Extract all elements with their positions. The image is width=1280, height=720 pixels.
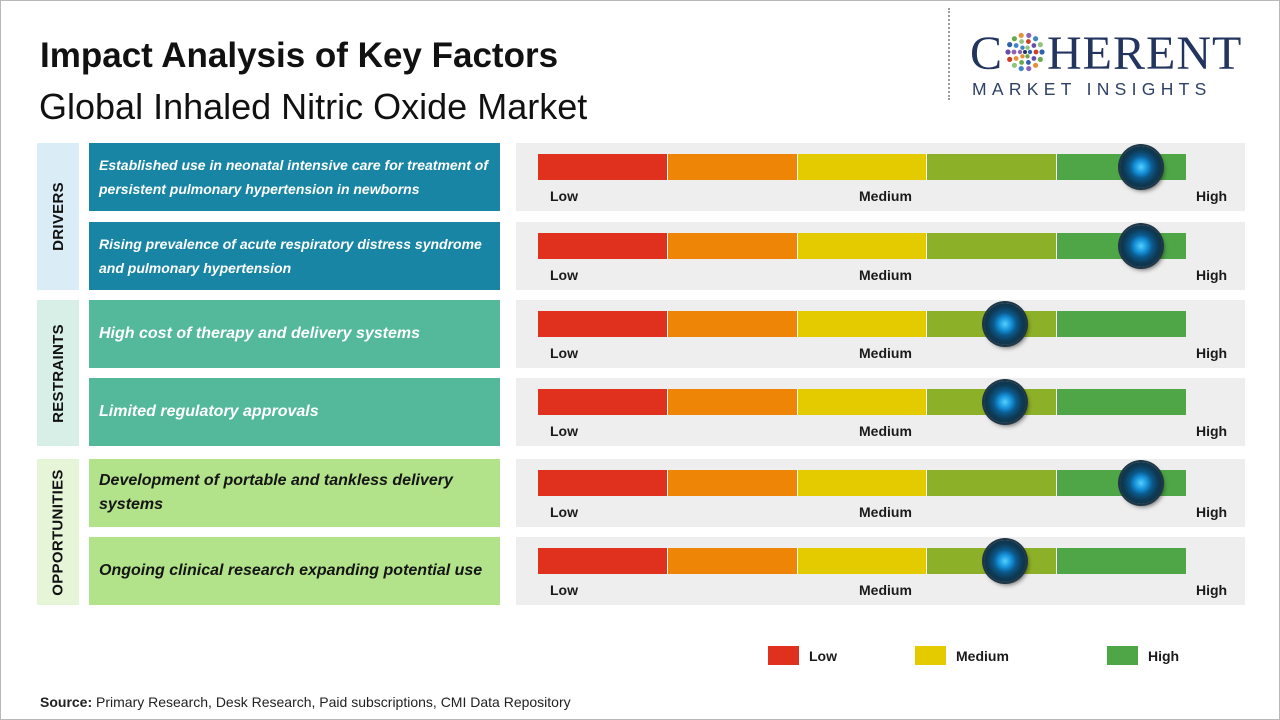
source-note: Source: Primary Research, Desk Research,… xyxy=(40,694,571,710)
gauge-label-medium: Medium xyxy=(859,582,912,598)
gauge-label-medium: Medium xyxy=(859,267,912,283)
logo-text-left: C xyxy=(970,27,1004,80)
gauge-segment-low xyxy=(538,233,668,259)
gauge-bar xyxy=(538,470,1186,496)
gauge-opportunity-1: Low Medium High xyxy=(516,459,1245,527)
gauge-label-high: High xyxy=(1196,423,1228,439)
legend-item-low: Low xyxy=(768,646,837,665)
gauge-bar xyxy=(538,233,1186,259)
legend-swatch-high xyxy=(1107,646,1138,665)
legend-swatch-low xyxy=(768,646,799,665)
gauge-segment-high xyxy=(1057,311,1186,337)
factor-opportunity-1: Development of portable and tankless del… xyxy=(89,459,500,527)
gauge-label-medium: Medium xyxy=(859,188,912,204)
gauge-label-low: Low xyxy=(550,582,578,598)
page-title: Impact Analysis of Key Factors xyxy=(40,36,559,75)
gauge-segment-low-medium xyxy=(667,470,798,496)
gauge-restraint-2: Low Medium High xyxy=(516,378,1245,446)
legend-label-low: Low xyxy=(809,647,837,664)
category-opportunities-label: OPPORTUNITIES xyxy=(49,468,67,596)
gauge-label-high: High xyxy=(1196,188,1228,204)
factor-label: High cost of therapy and delivery system… xyxy=(99,325,420,342)
gauge-segment-low-medium xyxy=(667,154,798,180)
legend-label-high: High xyxy=(1148,647,1180,664)
gauge-segment-low-medium xyxy=(667,548,798,574)
gauge-bar xyxy=(538,311,1186,337)
factor-label: Limited regulatory approvals xyxy=(99,403,319,420)
gauge-label-high: High xyxy=(1196,582,1228,598)
gauge-label-medium: Medium xyxy=(859,504,912,520)
legend-item-high: High xyxy=(1107,646,1179,665)
source-text: Primary Research, Desk Research, Paid su… xyxy=(92,694,571,710)
legend-swatch-medium xyxy=(915,646,946,665)
gauge-label-high: High xyxy=(1196,504,1228,520)
gauge-segment-low xyxy=(538,311,668,337)
gauge-segment-low-medium xyxy=(667,311,798,337)
factor-driver-2: Rising prevalence of acute respiratory d… xyxy=(89,222,500,290)
gauge-segment-medium xyxy=(797,311,928,337)
logo-tagline: MARKET INSIGHTS xyxy=(972,79,1212,99)
gauge-segment-low xyxy=(538,389,668,415)
logo-wordmark: C HERENT xyxy=(970,30,1242,78)
legend-item-medium: Medium xyxy=(915,646,1009,665)
gauge-segment-medium xyxy=(797,233,928,259)
category-opportunities: OPPORTUNITIES xyxy=(37,459,79,605)
factor-label: Ongoing clinical research expanding pote… xyxy=(99,562,483,579)
source-label: Source: xyxy=(40,694,93,710)
gauge-segment-medium-high xyxy=(927,470,1058,496)
gauge-segment-high xyxy=(1057,389,1186,415)
gauge-segment-low xyxy=(538,470,668,496)
gauge-segment-high xyxy=(1057,548,1186,574)
factor-restraint-2: Limited regulatory approvals xyxy=(89,378,500,446)
factor-label: Established use in neonatal intensive ca… xyxy=(99,157,488,197)
gauge-label-medium: Medium xyxy=(859,345,912,361)
category-restraints: RESTRAINTS xyxy=(37,300,79,446)
gauge-label-high: High xyxy=(1196,345,1228,361)
category-drivers-label: DRIVERS xyxy=(49,182,67,251)
gauge-label-medium: Medium xyxy=(859,423,912,439)
gauge-segment-medium xyxy=(797,389,928,415)
gauge-indicator xyxy=(1119,225,1162,267)
gauge-indicator xyxy=(1119,462,1162,504)
gauge-label-low: Low xyxy=(550,423,578,439)
factor-driver-1: Established use in neonatal intensive ca… xyxy=(89,143,500,211)
gauge-label-high: High xyxy=(1196,267,1228,283)
gauge-indicator xyxy=(983,540,1026,582)
gauge-opportunity-2: Low Medium High xyxy=(516,537,1245,605)
logo-dots-icon xyxy=(1004,31,1046,73)
gauge-segment-low xyxy=(538,548,668,574)
gauge-driver-1: Low Medium High xyxy=(516,143,1245,211)
gauge-restraint-1: Low Medium High xyxy=(516,300,1245,368)
page-subtitle: Global Inhaled Nitric Oxide Market xyxy=(39,86,588,127)
gauge-segment-medium-high xyxy=(927,233,1058,259)
gauge-segment-low-medium xyxy=(667,233,798,259)
header-divider xyxy=(948,8,950,100)
gauge-label-low: Low xyxy=(550,345,578,361)
coherent-logo: C HERENT MARKET INSIGHTS xyxy=(970,30,1260,100)
gauge-bar xyxy=(538,389,1186,415)
gauge-indicator xyxy=(983,303,1026,345)
gauge-label-low: Low xyxy=(550,267,578,283)
factor-opportunity-2: Ongoing clinical research expanding pote… xyxy=(89,537,500,605)
gauge-bar xyxy=(538,154,1186,180)
category-restraints-label: RESTRAINTS xyxy=(49,323,67,423)
gauge-indicator xyxy=(1119,146,1162,188)
gauge-segment-medium-high xyxy=(927,154,1058,180)
gauge-bar xyxy=(538,548,1186,574)
gauge-segment-low-medium xyxy=(667,389,798,415)
gauge-indicator xyxy=(983,381,1026,423)
logo-text-right: HERENT xyxy=(1047,27,1243,80)
legend-label-medium: Medium xyxy=(956,647,1009,664)
gauge-segment-medium xyxy=(797,548,928,574)
gauge-segment-medium xyxy=(797,470,928,496)
factor-restraint-1: High cost of therapy and delivery system… xyxy=(89,300,500,368)
factor-label: Development of portable and tankless del… xyxy=(99,472,453,513)
gauge-driver-2: Low Medium High xyxy=(516,222,1245,290)
category-drivers: DRIVERS xyxy=(37,143,79,290)
gauge-segment-low xyxy=(538,154,668,180)
factor-label: Rising prevalence of acute respiratory d… xyxy=(99,236,482,276)
gauge-label-low: Low xyxy=(550,188,578,204)
gauge-label-low: Low xyxy=(550,504,578,520)
gauge-segment-medium xyxy=(797,154,928,180)
